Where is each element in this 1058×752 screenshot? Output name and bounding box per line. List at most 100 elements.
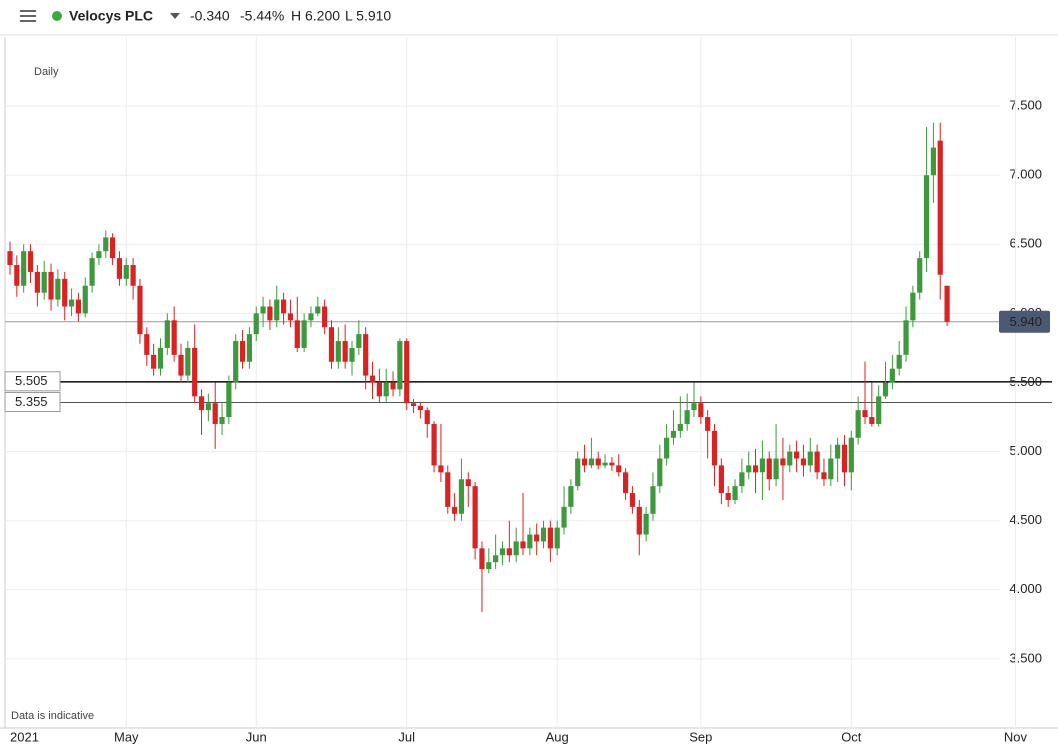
candle-body bbox=[82, 285, 88, 314]
candle-body bbox=[773, 458, 779, 480]
y-tick-label: 7.500 bbox=[1009, 98, 1042, 113]
candle-body bbox=[479, 548, 485, 570]
candle-body bbox=[55, 278, 61, 300]
candle-body bbox=[944, 285, 950, 322]
candle-body bbox=[205, 403, 211, 411]
candle-body bbox=[780, 458, 786, 466]
y-tick-label: 6.500 bbox=[1009, 236, 1042, 251]
candle-body bbox=[390, 382, 396, 390]
candle-body bbox=[623, 472, 629, 494]
candle-body bbox=[404, 341, 410, 404]
candle-body bbox=[862, 410, 868, 418]
candle-body bbox=[185, 347, 191, 376]
candle-body bbox=[568, 486, 574, 507]
candle-body bbox=[513, 541, 519, 556]
y-tick-label: 4.000 bbox=[1009, 581, 1042, 596]
candle-body bbox=[506, 548, 512, 556]
candle-body bbox=[110, 237, 116, 259]
candle-body bbox=[882, 382, 889, 397]
candle-body bbox=[766, 458, 772, 480]
last-price-box bbox=[999, 310, 1050, 333]
candle-body bbox=[588, 458, 594, 466]
level-label: 5.355 bbox=[15, 394, 48, 409]
candle-body bbox=[281, 299, 287, 314]
menu-icon-bar bbox=[20, 20, 36, 22]
candle-body bbox=[602, 462, 608, 466]
candle-body bbox=[725, 493, 731, 500]
candle-body bbox=[274, 299, 280, 321]
candle-body bbox=[328, 327, 335, 362]
candle-body bbox=[335, 341, 341, 362]
candle-body bbox=[75, 299, 81, 314]
candle-body bbox=[164, 320, 170, 348]
data-note: Data is indicative bbox=[11, 710, 94, 722]
x-tick-label: Oct bbox=[841, 729, 862, 744]
candle-body bbox=[34, 271, 40, 293]
x-tick-label: Jul bbox=[398, 729, 415, 744]
candle-body bbox=[27, 251, 34, 272]
candle-body bbox=[315, 306, 321, 314]
candle-body bbox=[910, 292, 916, 321]
candle-body bbox=[410, 403, 417, 406]
x-tick-label: Sep bbox=[689, 729, 712, 744]
dropdown-arrow[interactable] bbox=[170, 13, 180, 19]
candle-body bbox=[452, 506, 458, 514]
candle-body bbox=[650, 486, 656, 514]
candle-body bbox=[746, 465, 752, 473]
candle-body bbox=[869, 417, 875, 424]
y-tick-label: 7.000 bbox=[1009, 167, 1042, 182]
candle-body bbox=[807, 451, 813, 466]
menu-icon[interactable] bbox=[20, 10, 36, 12]
x-tick-label: Nov bbox=[1004, 729, 1028, 744]
candle-body bbox=[7, 251, 13, 266]
candle-body bbox=[116, 258, 123, 279]
candle-body bbox=[493, 555, 499, 563]
candle-body bbox=[698, 403, 704, 418]
candle-body bbox=[917, 258, 923, 293]
instrument-name[interactable]: Velocys PLC bbox=[69, 8, 153, 24]
candle-body bbox=[253, 313, 259, 335]
candle-body bbox=[369, 375, 376, 383]
candle-body bbox=[752, 465, 759, 473]
day-high: H 6.200 bbox=[291, 8, 340, 24]
candle-body bbox=[670, 430, 677, 438]
candle-body bbox=[233, 341, 239, 383]
level-label-box bbox=[4, 392, 61, 413]
candle-body bbox=[923, 175, 930, 259]
candle-body bbox=[41, 271, 47, 293]
x-tick-label: 2021 bbox=[10, 729, 39, 744]
candle-body bbox=[636, 506, 642, 535]
candle-body bbox=[684, 410, 690, 424]
candle-body bbox=[246, 334, 252, 362]
candle-body bbox=[800, 458, 807, 466]
candle-body bbox=[157, 347, 164, 369]
candle-body bbox=[198, 396, 205, 411]
candle-body bbox=[397, 341, 403, 390]
candle-body bbox=[192, 347, 198, 397]
candle-body bbox=[458, 479, 465, 514]
candle-body bbox=[431, 423, 437, 466]
candle-body bbox=[876, 396, 882, 424]
candle-body bbox=[21, 251, 27, 286]
candle-body bbox=[711, 430, 718, 466]
candle-body bbox=[821, 472, 827, 480]
candle-body bbox=[732, 486, 738, 500]
candle-body bbox=[130, 265, 136, 286]
candle-body bbox=[486, 562, 492, 570]
candle-body bbox=[144, 334, 150, 355]
candle-body bbox=[137, 285, 143, 335]
candle-body bbox=[123, 265, 129, 279]
header: Velocys PLC -0.340 -5.44% H 6.200 L 5.91… bbox=[0, 8, 1058, 36]
level-label: 5.505 bbox=[15, 373, 48, 388]
candle-body bbox=[609, 462, 615, 466]
candle-body bbox=[68, 299, 75, 307]
x-tick-label: Aug bbox=[546, 729, 569, 744]
candle-body bbox=[356, 334, 362, 348]
candle-body bbox=[308, 313, 314, 321]
candle-body bbox=[499, 548, 506, 556]
x-tick-label: May bbox=[114, 729, 139, 744]
candle-body bbox=[226, 382, 232, 418]
candle-body bbox=[89, 258, 95, 286]
